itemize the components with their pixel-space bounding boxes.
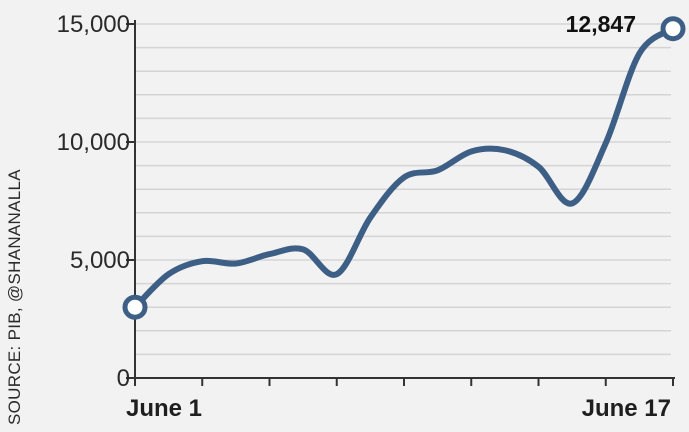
endpoint-marker	[122, 294, 148, 320]
series-line	[132, 25, 676, 311]
x-label-end: June 17	[582, 395, 671, 422]
y-tick-label: 5,000	[70, 247, 130, 274]
y-axis: 0 5,000 10,000 15,000	[57, 11, 136, 392]
y-tick-label: 15,000	[57, 11, 130, 38]
y-tick-label: 0	[117, 365, 130, 392]
x-axis	[134, 377, 675, 386]
gridlines	[135, 23, 671, 356]
y-tick-label: 10,000	[57, 129, 130, 156]
x-label-start: June 1	[126, 395, 202, 422]
series-layer	[122, 16, 686, 320]
callout-label: 12,847	[566, 11, 636, 37]
source-credit: SOURCE: PIB, @SHANANALLA	[5, 169, 24, 425]
endpoint-marker	[660, 16, 686, 42]
